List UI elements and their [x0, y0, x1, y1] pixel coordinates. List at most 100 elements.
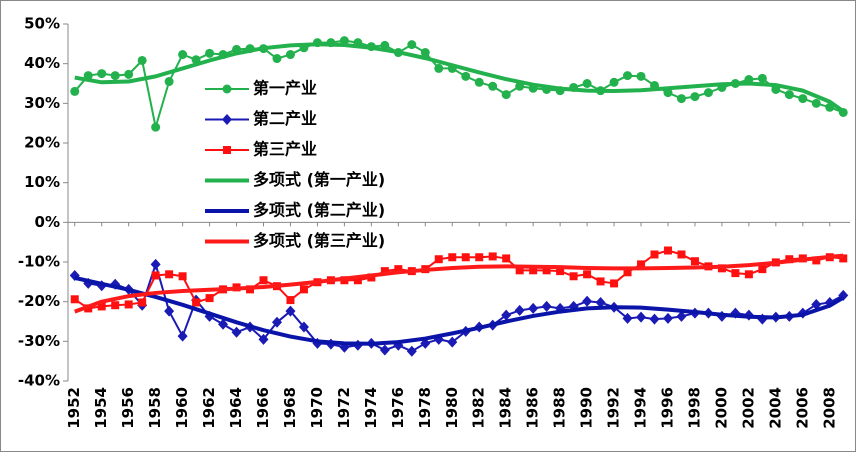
point	[811, 98, 821, 108]
point	[757, 73, 767, 83]
point	[231, 326, 242, 338]
x-tick-label: 1994	[632, 387, 650, 429]
point	[138, 298, 147, 307]
point	[474, 77, 484, 87]
point	[595, 296, 606, 308]
point	[582, 295, 593, 307]
series-line	[73, 39, 844, 129]
point	[622, 312, 633, 324]
point	[623, 71, 633, 81]
legend-label: 多项式 (第一产业)	[253, 170, 385, 189]
x-tick-label: 1960	[173, 387, 191, 429]
point	[271, 316, 282, 328]
point	[137, 55, 147, 65]
x-tick-label: 1974	[362, 387, 380, 429]
point	[676, 94, 686, 104]
y-tick-label: 0%	[35, 213, 60, 231]
point	[662, 312, 673, 324]
point	[542, 266, 551, 275]
point	[556, 267, 565, 276]
x-tick-label: 1970	[308, 387, 326, 429]
point	[784, 90, 794, 100]
point	[636, 71, 646, 81]
point	[286, 296, 295, 305]
point	[448, 253, 457, 262]
point	[690, 257, 699, 266]
point	[609, 77, 619, 87]
x-tick-label: 1956	[119, 387, 137, 429]
x-tick-label: 1990	[578, 387, 596, 429]
x-tick-label: 1998	[685, 387, 703, 429]
y-tick-label: 30%	[24, 94, 60, 112]
trend-line	[74, 275, 845, 346]
point	[111, 301, 120, 310]
x-tick-label: 2008	[820, 387, 838, 429]
point	[461, 253, 470, 262]
x-tick-label: 1964	[227, 387, 245, 429]
legend-label: 多项式 (第二产业)	[253, 201, 385, 220]
x-tick-label: 1978	[416, 387, 434, 429]
x-tick-label: 1992	[605, 387, 623, 429]
point	[623, 268, 632, 277]
point	[583, 270, 592, 279]
point	[529, 266, 538, 275]
x-tick-label: 1982	[470, 387, 488, 429]
point	[406, 345, 417, 357]
point	[501, 90, 511, 100]
point	[407, 40, 417, 50]
point	[636, 311, 647, 323]
point	[663, 246, 672, 255]
point	[744, 270, 753, 279]
point	[259, 276, 268, 285]
point	[758, 265, 767, 274]
point	[514, 304, 525, 316]
x-tick-label: 1952	[65, 387, 83, 429]
point	[394, 265, 403, 274]
x-tick-label: 1986	[524, 387, 542, 429]
x-tick-label: 1996	[658, 387, 676, 429]
y-tick-label: -40%	[18, 372, 60, 390]
legend-label: 第二产业	[253, 109, 317, 128]
x-tick-label: 2004	[766, 387, 784, 429]
point	[285, 50, 295, 60]
legend-marker	[223, 146, 231, 154]
x-tick-label: 1972	[335, 387, 353, 429]
point	[812, 256, 821, 265]
legend-label: 第一产业	[253, 79, 317, 98]
legend-label: 第三产业	[253, 140, 317, 159]
point	[164, 305, 175, 317]
y-tick-label: -10%	[18, 253, 60, 271]
trend-line	[74, 42, 845, 113]
point	[447, 336, 458, 348]
point	[798, 94, 808, 104]
point	[475, 253, 484, 262]
point	[70, 86, 80, 96]
point	[569, 272, 578, 281]
point	[541, 300, 552, 312]
point	[192, 298, 201, 307]
trend-line	[74, 253, 844, 314]
point	[151, 271, 160, 280]
point	[677, 250, 686, 259]
x-tick-label: 1980	[443, 387, 461, 429]
point	[596, 277, 605, 286]
point	[839, 254, 848, 263]
y-tick-label: 50%	[24, 15, 60, 33]
point	[420, 48, 430, 58]
point	[124, 300, 133, 309]
point	[178, 50, 188, 60]
point	[218, 318, 229, 330]
point	[150, 258, 161, 270]
legend-label: 多项式 (第三产业)	[253, 231, 385, 250]
point	[676, 310, 687, 322]
point	[124, 69, 134, 79]
x-tick-label: 1988	[551, 387, 569, 429]
point	[690, 92, 700, 102]
y-tick-label: 10%	[24, 173, 60, 191]
x-tick-label: 1984	[497, 387, 515, 429]
point	[650, 250, 659, 259]
legend-marker	[222, 114, 232, 125]
x-tick-label: 1966	[254, 387, 272, 429]
point	[70, 295, 79, 304]
